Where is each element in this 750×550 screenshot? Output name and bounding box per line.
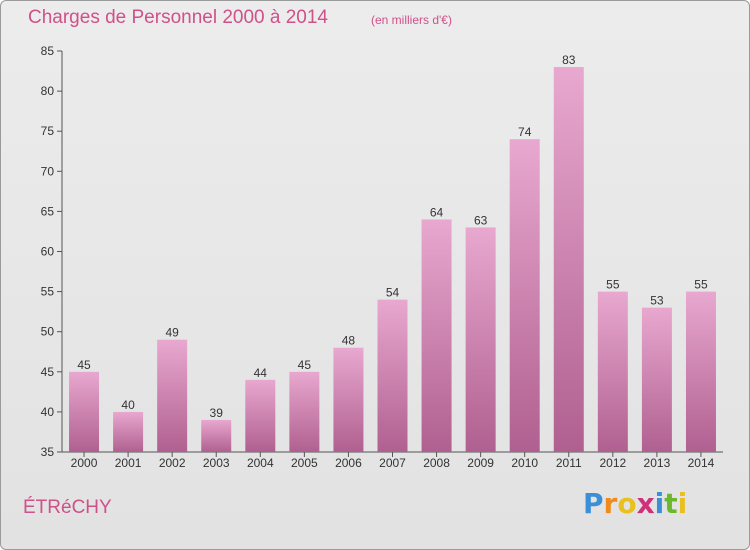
brand-letter: x [636, 487, 655, 520]
value-label-2000: 45 [77, 358, 91, 372]
bar-2008 [421, 219, 452, 452]
x-tick-label: 2004 [247, 456, 274, 470]
bar-2001 [113, 411, 144, 452]
x-tick-label: 2014 [688, 456, 715, 470]
x-tick-label: 2009 [467, 456, 494, 470]
brand-letter: i [654, 487, 665, 520]
y-tick-label: 75 [41, 124, 55, 138]
value-label-2014: 55 [694, 278, 708, 292]
x-tick-label: 2011 [556, 456, 582, 470]
brand-letter: P [583, 487, 604, 520]
x-tick-label: 2005 [291, 456, 318, 470]
value-label-2010: 74 [518, 125, 532, 139]
y-tick-label: 85 [41, 44, 55, 58]
y-tick-label: 50 [41, 325, 55, 339]
x-tick-label: 2007 [379, 456, 406, 470]
bar-2002 [157, 339, 188, 452]
bar-2005 [289, 371, 320, 452]
value-label-2009: 63 [474, 213, 488, 227]
x-tick-label: 2008 [423, 456, 450, 470]
y-tick-label: 60 [41, 245, 55, 259]
x-tick-label: 2010 [511, 456, 538, 470]
y-tick-label: 55 [41, 285, 55, 299]
bar-2004 [245, 379, 276, 452]
chart-title: Charges de Personnel 2000 à 2014 [28, 7, 329, 28]
y-tick-label: 35 [41, 445, 55, 459]
x-tick-label: 2012 [599, 456, 626, 470]
value-label-2012: 55 [606, 278, 620, 292]
bar-2000 [69, 371, 100, 452]
y-tick-label: 40 [41, 405, 55, 419]
x-tick-label: 2001 [115, 456, 142, 470]
city-name: ÉTRéCHY [23, 497, 112, 518]
value-label-2006: 48 [342, 334, 356, 348]
chart-subtitle: (en milliers d'€) [371, 13, 452, 27]
value-label-2001: 40 [121, 398, 135, 412]
value-label-2011: 83 [562, 53, 576, 67]
x-tick-label: 2013 [644, 456, 671, 470]
value-label-2013: 53 [650, 294, 664, 308]
bar-2012 [597, 291, 628, 452]
bar-2009 [465, 227, 496, 452]
value-label-2003: 39 [210, 406, 224, 420]
proxiti-logo[interactable]: Proxiti [583, 487, 687, 520]
brand-letter: i [677, 487, 688, 520]
value-label-2005: 45 [298, 358, 312, 372]
value-label-2004: 44 [254, 366, 268, 380]
y-tick-label: 65 [41, 204, 55, 218]
x-tick-label: 2002 [159, 456, 186, 470]
bar-2010 [509, 139, 540, 452]
value-label-2002: 49 [165, 326, 179, 340]
y-tick-label: 80 [41, 84, 55, 98]
bar-2006 [333, 347, 364, 452]
x-tick-label: 2006 [335, 456, 362, 470]
value-label-2008: 64 [430, 205, 444, 219]
bar-2007 [377, 299, 408, 452]
value-label-2007: 54 [386, 286, 400, 300]
bar-2011 [553, 67, 584, 452]
y-tick-label: 45 [41, 365, 55, 379]
bar-series: 45 40 49 39 44 45 48 54 64 63 74 83 55 53 55 [69, 53, 716, 452]
y-tick-label: 70 [41, 164, 55, 178]
bar-2003 [201, 419, 232, 452]
bar-2014 [685, 291, 716, 452]
x-tick-label: 2000 [71, 456, 98, 470]
bar-2013 [641, 307, 672, 452]
x-tick-label: 2003 [203, 456, 230, 470]
brand-letter: t [664, 487, 678, 520]
brand-letter: r [603, 487, 618, 520]
brand-letter: o [617, 487, 637, 520]
